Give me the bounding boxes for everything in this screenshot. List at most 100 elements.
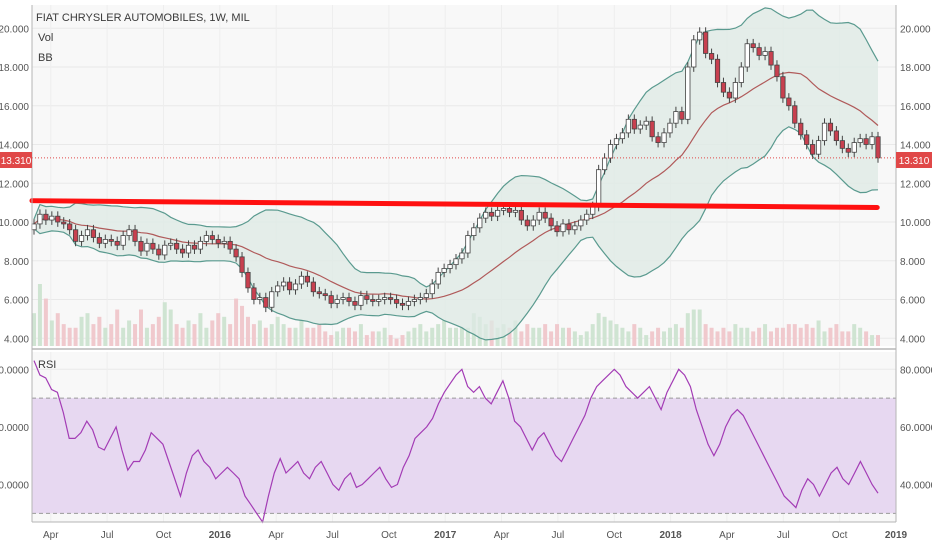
volume-bar [394, 338, 399, 346]
candle-body [441, 268, 447, 273]
price-axis-right-tick: 10.000 [900, 218, 931, 229]
candle-body [875, 136, 881, 159]
left-price-tag-label: 13.310 [1, 156, 32, 167]
candle-body [191, 244, 198, 250]
candle-body [572, 225, 578, 231]
candle-body [673, 111, 679, 124]
volume-bar [763, 324, 768, 346]
candle-body [132, 229, 138, 242]
candle-body [465, 235, 471, 254]
axes: 4.000 4.000 6.000 6.000 8.000 8.000 10.000 10.0… [0, 24, 932, 541]
candle-body [512, 209, 519, 213]
volume-bar [507, 327, 512, 346]
candle-body [120, 235, 126, 246]
volume-bar [822, 331, 827, 346]
candle-body [750, 43, 756, 49]
volume-bar [590, 324, 595, 346]
volume-bar [400, 335, 405, 346]
volume-bar [786, 324, 791, 346]
volume-bar [638, 327, 643, 346]
volume-bar [364, 335, 369, 346]
time-axis-tick: Apr [43, 530, 59, 541]
volume-bar [240, 305, 245, 346]
candle-body [601, 157, 608, 171]
volume-bar [650, 331, 655, 346]
volume-bar [757, 327, 762, 346]
rsi-indicator [32, 360, 896, 524]
candle-body [833, 130, 839, 142]
volume-bar [49, 320, 54, 346]
candle-body [108, 239, 114, 242]
candle-body [263, 297, 269, 308]
volume-bar [269, 324, 274, 346]
bb-legend-label[interactable]: BB [38, 52, 53, 64]
candle-body [310, 281, 316, 293]
volume-bar [198, 313, 203, 346]
candle-body [477, 217, 483, 229]
volume-bar [780, 327, 785, 346]
volume-bar [721, 327, 726, 346]
volume-bar [858, 327, 863, 346]
candle-body [233, 248, 239, 258]
candle-body [84, 229, 91, 236]
time-axis-tick: 2018 [659, 530, 682, 541]
volume-bar [234, 298, 239, 346]
volume-bar [810, 327, 815, 346]
chart-title: FIAT CHRYSLER AUTOMOBILES, 1W, MIL [36, 12, 250, 24]
volume-bar [519, 331, 524, 346]
candle-body [625, 118, 631, 134]
volume-bar [109, 324, 114, 346]
volume-legend-label[interactable]: Vol [38, 32, 53, 44]
volume-bar [644, 335, 649, 346]
volume-bar [685, 313, 690, 346]
candle-body [524, 219, 530, 227]
volume-bar [305, 327, 310, 346]
candle-body [815, 140, 822, 155]
candle-body [453, 258, 459, 266]
volume-bar [465, 327, 470, 346]
candle-body [209, 235, 215, 240]
price-axis-left-tick: 16.000 [0, 102, 29, 113]
left-price-tag [0, 152, 32, 168]
candle-body [863, 138, 869, 145]
volume-bar [406, 331, 411, 346]
price-axis-right-tick: 16.000 [900, 102, 931, 113]
volume-bar [733, 324, 738, 346]
volume-bar [186, 320, 191, 346]
price-axis-left-tick: 12.000 [0, 179, 29, 190]
candle-body [370, 299, 376, 302]
price-axis-right-tick: 8.000 [900, 257, 925, 268]
candle-body [685, 66, 691, 120]
volume-bar [103, 327, 108, 346]
price-candles [31, 27, 896, 313]
candle-body [298, 275, 305, 285]
candle-body [839, 140, 845, 149]
volume-bar [370, 331, 375, 346]
candle-body [346, 297, 352, 302]
volume-bar [584, 331, 589, 346]
candle-body [275, 285, 281, 293]
candle-body [197, 240, 204, 250]
volume-bar [513, 320, 518, 346]
price-axis-left-tick: 4.000 [4, 334, 29, 345]
candle-body [162, 244, 168, 256]
candle-body [179, 248, 186, 254]
candle-body [643, 120, 649, 126]
volume-bar [162, 302, 167, 346]
candle-body [429, 283, 435, 295]
volume-bar [870, 335, 875, 346]
candle-body [619, 132, 626, 140]
volume-bar [91, 324, 96, 346]
candle-body [554, 225, 560, 233]
candle-body [548, 217, 554, 227]
volume-bar [341, 327, 346, 346]
candle-body [697, 31, 703, 41]
price-axis-left-tick: 14.000 [0, 141, 29, 152]
volume-bar [804, 324, 809, 346]
volume-bar [335, 331, 340, 346]
candle-body [43, 213, 49, 221]
candle-body [744, 43, 750, 68]
candle-body [239, 256, 245, 273]
rsi-legend-label[interactable]: RSI [38, 359, 56, 371]
candle-body [851, 142, 857, 153]
